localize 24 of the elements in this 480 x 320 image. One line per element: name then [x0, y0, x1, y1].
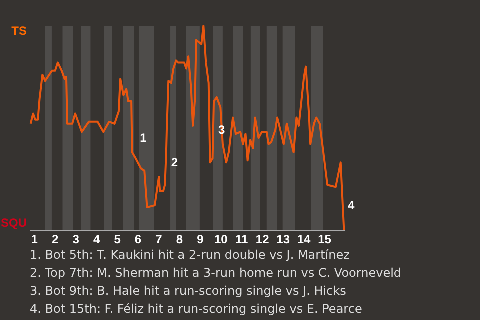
x-tick-label: 8	[176, 232, 184, 246]
x-tick-label: 4	[93, 232, 100, 246]
x-tick-label: 6	[134, 232, 142, 246]
annotation: 1	[140, 131, 148, 146]
x-tick-label: 1	[31, 232, 38, 246]
text: 1. Bot 5th: T. Kaukini hit a 2-run double vs J. Martínez	[30, 247, 351, 264]
x-tick-label: 5	[114, 232, 122, 246]
annotation: 4	[348, 198, 355, 213]
x-tick-label: 10	[214, 232, 228, 246]
annotation: 2	[171, 156, 178, 170]
text: 4. Bot 15th: F. Féliz hit a run-scoring single vs E. Pearce	[30, 301, 364, 318]
text: SQU	[0, 216, 27, 230]
x-tick-label: 12	[256, 232, 270, 246]
text: 3. Bot 9th: B. Hale hit a run-scoring single vs J. Hicks	[30, 283, 348, 300]
x-tick-label: 14	[297, 232, 312, 246]
text: 2. Top 7th: M. Sherman hit a 3-run home run vs C. Voorneveld	[30, 265, 402, 282]
x-tick-label: 15	[318, 232, 332, 246]
x-tick-label: 3	[72, 232, 80, 246]
x-tick-label: 7	[156, 232, 163, 246]
text: TS	[12, 24, 27, 38]
x-tick-label: 13	[276, 232, 290, 246]
x-tick-label: 2	[52, 232, 60, 246]
x-tick-label: 9	[197, 232, 204, 246]
x-tick-label: 11	[236, 232, 249, 246]
